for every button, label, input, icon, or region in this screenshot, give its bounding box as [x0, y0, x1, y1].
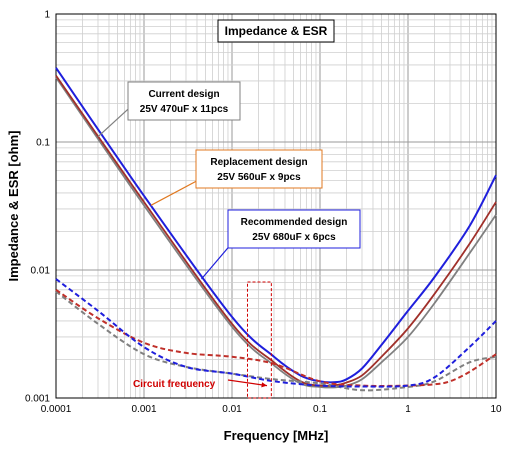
design-callout-2: Recommended design 25V 680uF x 6pcs — [201, 209, 361, 280]
circuit-frequency: Circuit frequency — [133, 281, 272, 399]
callout-spec: 25V 470uF x 11pcs — [140, 104, 229, 115]
plot-frame — [55, 13, 497, 399]
callout-spec: 25V 560uF x 9pcs — [217, 172, 301, 183]
x-tick-label: 0.1 — [313, 404, 327, 415]
callout-title: Replacement design — [210, 157, 307, 168]
y-tick-label: 1 — [44, 10, 50, 21]
chart-title-box: Impedance & ESR — [217, 19, 335, 43]
impedance-curve-1 — [55, 75, 497, 387]
series-layer — [55, 67, 497, 392]
x-tick-label: 0.0001 — [41, 404, 72, 415]
design-callout-0: Current design 25V 470uF x 11pcs — [97, 81, 241, 138]
circuit-frequency-band — [246, 281, 272, 399]
impedance-curve-0 — [55, 76, 497, 389]
x-tick-label: 0.01 — [222, 404, 242, 415]
callout-frame — [227, 209, 361, 249]
axes: 0.0001 0.001 0.01 0.1 1 1010.10.010.001Freque… — [6, 10, 502, 444]
callout-title: Current design — [148, 89, 219, 100]
title-frame — [217, 19, 335, 43]
design-callout-1: Replacement design 25V 560uF x 9pcs — [150, 149, 323, 206]
impedance-curve-2 — [55, 67, 497, 384]
esr-curve-3 — [55, 290, 497, 392]
callout-title: Recommended design — [241, 217, 348, 228]
y-tick-label: 0.001 — [25, 394, 50, 405]
annotations: Impedance & ESR Current design 25V 470uF x… — [97, 19, 361, 399]
callout-spec: 25V 680uF x 6pcs — [252, 232, 336, 243]
esr-curve-5 — [55, 278, 497, 388]
x-tick-label: 1 — [405, 404, 411, 415]
y-axis-title: Impedance & ESR [ohm] — [6, 131, 21, 282]
y-tick-label: 0.1 — [36, 138, 50, 149]
x-tick-label: 10 — [490, 404, 502, 415]
esr-curve-4 — [55, 289, 497, 387]
circuit-frequency-label: Circuit frequency — [133, 379, 216, 390]
y-tick-label: 0.01 — [31, 266, 51, 277]
chart-title: Impedance & ESR — [225, 24, 328, 38]
callout-frame — [127, 81, 241, 121]
x-tick-label: 0.001 — [131, 404, 156, 415]
callout-frame — [195, 149, 323, 189]
x-axis-title: Frequency [MHz] — [224, 428, 329, 443]
circuit-frequency-arrowhead — [261, 382, 268, 388]
circuit-frequency-arrow — [227, 379, 268, 387]
